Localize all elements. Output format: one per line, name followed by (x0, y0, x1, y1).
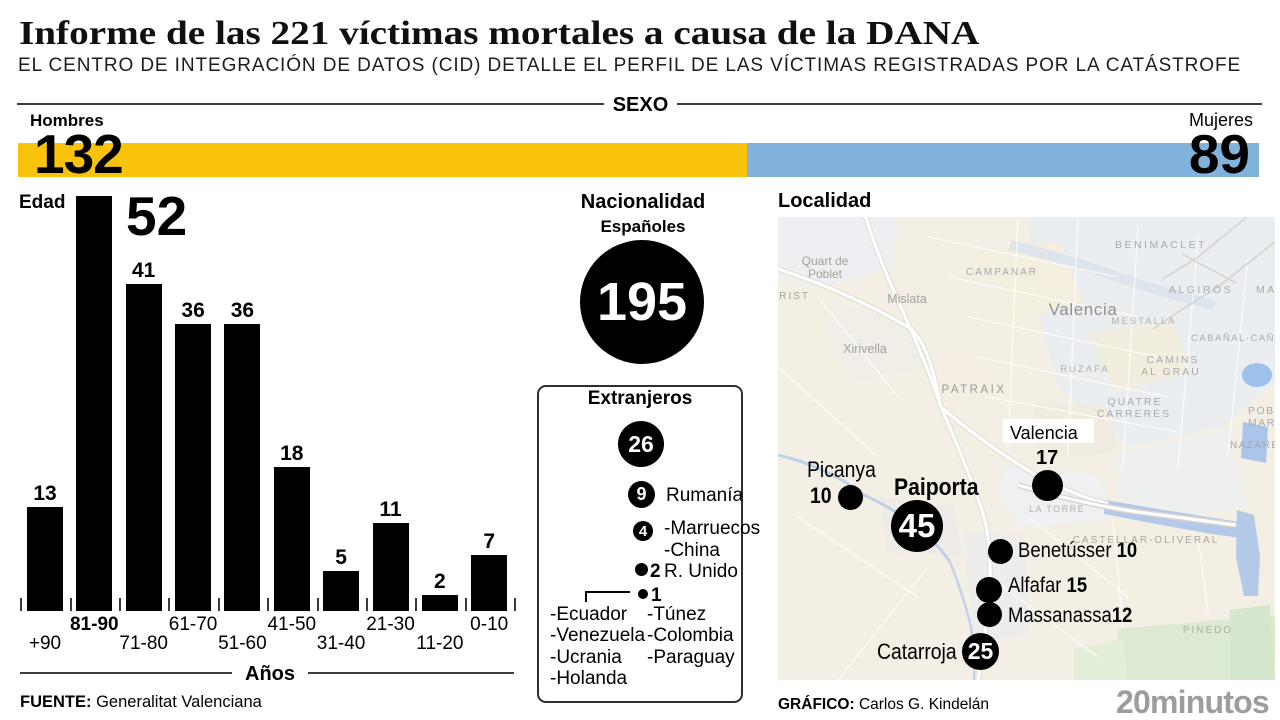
svg-text:RUZAFA: RUZAFA (1060, 364, 1109, 375)
svg-text:CAMINS: CAMINS (1147, 354, 1200, 366)
svg-text:LA TORRE: LA TORRE (1029, 504, 1085, 514)
svg-text:Mislata: Mislata (887, 292, 927, 306)
svg-text:Valencia: Valencia (1049, 300, 1118, 319)
svg-text:CABAÑAL·CAÑ: CABAÑAL·CAÑ (1191, 333, 1275, 344)
svg-text:CARRERES: CARRERES (1097, 408, 1171, 420)
svg-text:CASTELLAR-OLIVERAL: CASTELLAR-OLIVERAL (1073, 535, 1220, 546)
svg-text:NAZARET: NAZARET (1230, 440, 1275, 451)
svg-text:BENIMACLET: BENIMACLET (1115, 239, 1207, 251)
svg-text:PATRAIX: PATRAIX (942, 384, 1007, 396)
svg-text:Xirivella: Xirivella (843, 342, 887, 356)
svg-text:MESTALLA: MESTALLA (1112, 316, 1177, 327)
svg-text:CAMPANAR: CAMPANAR (966, 267, 1038, 278)
svg-text:QUATRE: QUATRE (1108, 396, 1163, 408)
svg-text:CRIST: CRIST (778, 291, 810, 302)
svg-text:ALGIRÓS: ALGIRÓS (1169, 283, 1233, 296)
svg-text:AL GRAU: AL GRAU (1141, 366, 1201, 378)
svg-text:PINEDO: PINEDO (1183, 625, 1233, 636)
svg-text:POBLAD: POBLAD (1248, 405, 1275, 417)
svg-text:MARÍTIM: MARÍTIM (1248, 416, 1275, 429)
svg-text:MALV: MALV (1256, 284, 1275, 296)
svg-text:Quart de: Quart de (802, 254, 849, 268)
svg-text:Poblet: Poblet (808, 267, 843, 281)
